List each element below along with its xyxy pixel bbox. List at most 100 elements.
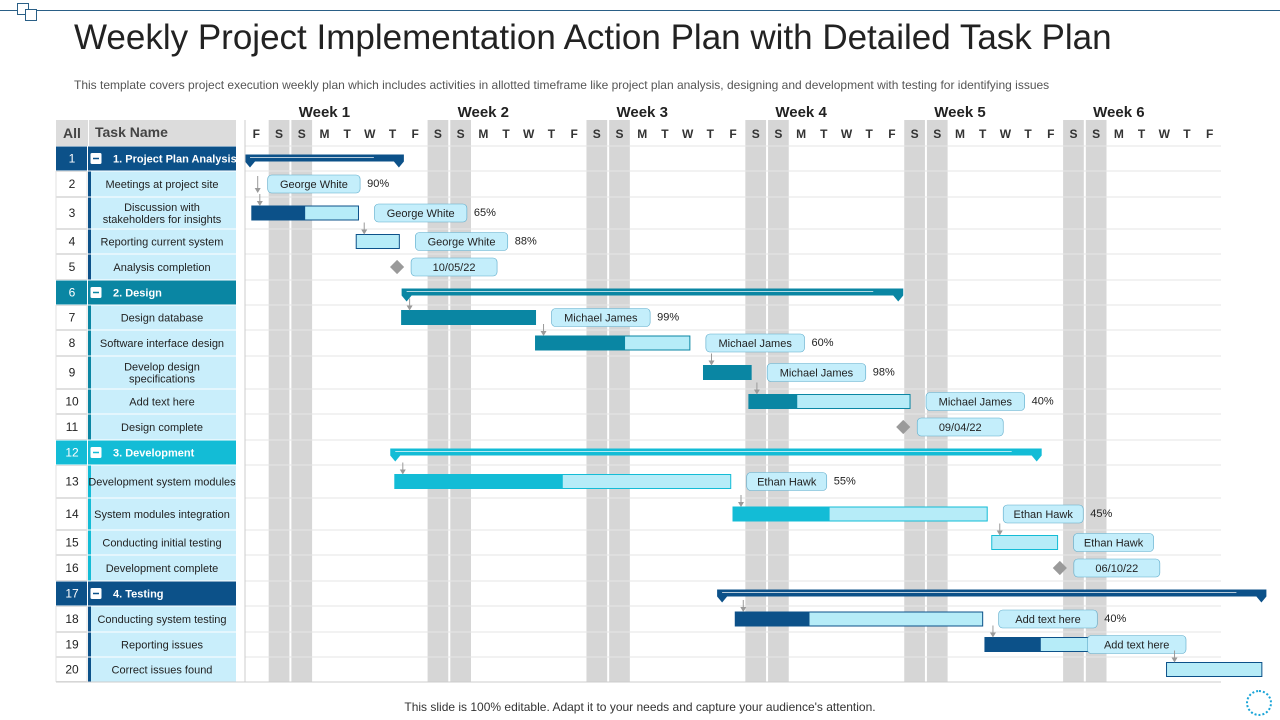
assignee-label-box: [1087, 635, 1187, 654]
task-name-cell: [91, 632, 236, 657]
dependency-arrow-icon: [406, 305, 413, 311]
day-label: M: [637, 127, 647, 141]
group-name: 1. Project Plan Analysis: [113, 154, 237, 166]
row-number-cell: [56, 581, 87, 606]
day-label: T: [1183, 127, 1191, 141]
task-progress-bar: [748, 394, 798, 409]
day-label: F: [729, 127, 736, 141]
task-name: Correct issues found: [112, 665, 213, 677]
assignee-label: George White: [428, 237, 496, 249]
row-accent: [88, 197, 91, 229]
row-accent: [88, 171, 91, 197]
row-accent: [88, 440, 91, 465]
task-progress-bar: [535, 336, 626, 350]
row-accent: [88, 229, 91, 254]
dependency-arrow-icon: [738, 502, 744, 507]
row-number: 18: [65, 612, 79, 626]
dependency-arrow-icon: [361, 229, 368, 235]
dependency-arrow-icon: [540, 331, 547, 336]
weekend-column: [1063, 120, 1084, 682]
progress-percent: 88%: [515, 236, 537, 248]
task-progress-bar: [394, 474, 563, 489]
task-name: Software interface design: [100, 338, 224, 350]
milestone-date: 09/04/22: [939, 422, 982, 434]
task-name: Design database: [121, 313, 204, 325]
group-name-cell: [91, 581, 236, 606]
task-name: Conducting initial testing: [102, 538, 221, 550]
task-progress-bar: [251, 206, 306, 220]
row-number: 4: [69, 235, 76, 249]
task-name: stakeholders for insights: [103, 214, 222, 226]
day-label: T: [979, 127, 987, 141]
day-label: S: [434, 127, 442, 141]
row-accent: [88, 254, 91, 280]
task-name-cell: [91, 657, 236, 682]
day-label: W: [1000, 127, 1012, 141]
week-label: Week 4: [775, 104, 827, 121]
assignee-label-box: [1002, 504, 1084, 524]
row-accent: [88, 465, 91, 498]
task-name: Development complete: [106, 563, 219, 575]
header-all-cell: [56, 120, 88, 146]
week-label: Week 3: [616, 104, 667, 121]
day-label: M: [955, 127, 965, 141]
task-name: System modules integration: [94, 509, 230, 521]
task-name: Develop design: [124, 362, 200, 374]
day-label: S: [933, 127, 941, 141]
dependency-arrow-icon: [989, 632, 996, 638]
task-bar: [1166, 662, 1263, 677]
task-name-cell: [91, 254, 236, 280]
task-name: Analysis completion: [113, 262, 210, 274]
task-name: Discussion with: [124, 202, 200, 214]
task-progress-bar: [984, 637, 1041, 652]
page-subtitle: This template covers project execution w…: [74, 78, 1050, 92]
task-name-cell: [91, 606, 236, 632]
progress-percent: 40%: [1032, 396, 1054, 408]
header-all-label: All: [63, 125, 81, 141]
assignee-label-box: [925, 392, 1025, 411]
dependency-arrow-icon: [708, 360, 715, 366]
group-start-marker: [390, 455, 401, 462]
group-name-cell: [91, 440, 236, 465]
assignee-label: Ethan Hawk: [1014, 509, 1074, 521]
assignee-label-box: [415, 232, 509, 251]
row-number: 8: [69, 336, 76, 350]
row-number-cell: [55, 389, 88, 414]
row-number: 12: [65, 446, 79, 460]
day-label: T: [1024, 127, 1032, 141]
day-label: M: [796, 127, 806, 141]
day-label: F: [570, 127, 577, 141]
milestone-date-box: [410, 257, 498, 277]
group-end-marker: [893, 295, 904, 302]
week-label: Week 5: [934, 104, 985, 121]
weekend-column: [586, 120, 608, 682]
row-number: 16: [65, 561, 79, 575]
row-number-cell: [55, 356, 88, 389]
assignee-label: Michael James: [718, 338, 792, 350]
row-number: 7: [69, 311, 76, 325]
day-label: F: [1047, 127, 1054, 141]
row-accent: [88, 414, 91, 440]
row-number-cell: [55, 498, 88, 530]
dependency-arrow-icon: [740, 607, 747, 612]
day-label: M: [478, 127, 488, 141]
task-progress-bar: [401, 310, 536, 325]
assignee-label-box: [746, 472, 828, 491]
row-number: 1: [69, 152, 76, 166]
group-end-marker: [393, 161, 404, 168]
corner-square-icon: [25, 9, 37, 21]
assignee-label-box: [374, 203, 468, 223]
week-label: Week 6: [1093, 104, 1144, 121]
task-progress-bar: [703, 365, 752, 380]
row-number-cell: [55, 330, 88, 356]
day-label: S: [1069, 127, 1077, 141]
task-bar: [991, 535, 1059, 550]
day-label: T: [866, 127, 874, 141]
group-start-marker: [717, 596, 728, 603]
task-name-cell: [91, 197, 236, 229]
row-number-cell: [55, 197, 88, 229]
row-number: 19: [65, 638, 79, 652]
day-label: W: [1159, 127, 1171, 141]
row-number-cell: [55, 305, 88, 330]
assignee-label-box: [267, 174, 361, 194]
